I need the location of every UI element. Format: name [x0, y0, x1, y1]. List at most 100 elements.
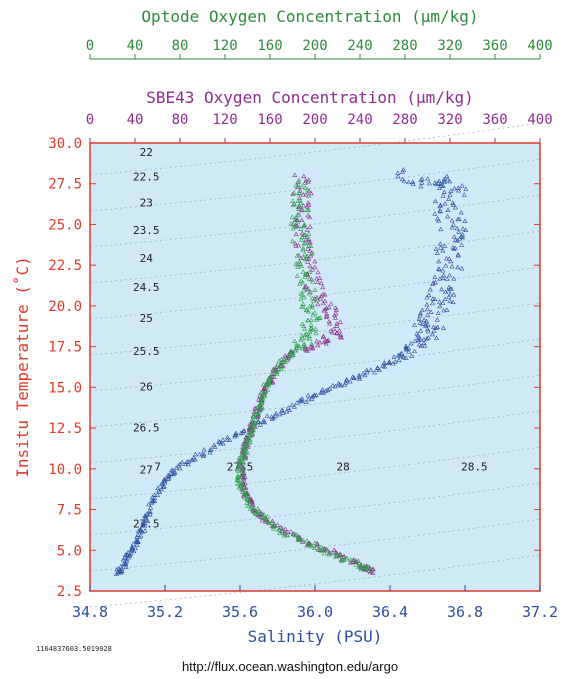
data-point — [293, 243, 299, 248]
data-point — [430, 324, 436, 329]
data-point — [406, 179, 412, 185]
data-point — [310, 298, 316, 303]
data-point — [444, 276, 450, 281]
data-point — [302, 332, 308, 337]
data-point — [305, 392, 311, 398]
data-point — [251, 413, 257, 418]
data-point — [306, 276, 312, 281]
data-point — [293, 182, 299, 188]
data-point — [432, 198, 438, 204]
data-point — [365, 563, 371, 569]
data-point — [243, 443, 249, 449]
data-point — [419, 180, 425, 185]
data-point — [306, 243, 312, 248]
data-point — [306, 542, 312, 547]
data-point — [143, 517, 149, 523]
data-point — [292, 216, 298, 222]
data-point — [442, 243, 448, 248]
data-point — [261, 386, 267, 391]
data-point — [173, 465, 179, 470]
data-point — [290, 191, 296, 196]
density-label: 24 — [140, 252, 154, 265]
data-point — [435, 324, 441, 330]
data-point — [309, 302, 315, 308]
data-point — [364, 564, 370, 570]
data-point — [241, 475, 247, 480]
data-point — [299, 335, 305, 341]
data-point — [399, 350, 405, 356]
data-point — [454, 225, 460, 231]
data-point — [338, 557, 344, 563]
data-point — [140, 521, 146, 527]
data-point — [299, 234, 305, 239]
data-point — [255, 410, 261, 416]
data-point — [314, 297, 320, 302]
data-point — [437, 241, 443, 246]
data-point — [438, 245, 444, 250]
tick-label: 400 — [527, 38, 552, 54]
data-point — [300, 292, 306, 297]
data-point — [184, 459, 190, 464]
tick-label: 240 — [347, 112, 372, 128]
y-tick-label: 27.5 — [48, 177, 82, 193]
data-point — [247, 439, 253, 445]
data-point — [312, 540, 318, 545]
data-point — [133, 537, 139, 543]
data-point — [119, 566, 125, 571]
data-point — [332, 315, 338, 320]
data-point — [318, 544, 324, 549]
tick-label: 0 — [86, 38, 94, 54]
data-point — [161, 483, 167, 489]
data-point — [261, 515, 267, 521]
data-point — [286, 353, 292, 359]
data-point — [332, 305, 339, 310]
isopycnal-line — [89, 518, 541, 572]
data-point — [301, 241, 307, 246]
data-point — [403, 343, 409, 349]
data-point — [307, 303, 313, 309]
data-point — [294, 343, 300, 349]
data-point — [165, 476, 171, 481]
data-point — [436, 299, 443, 304]
data-point — [306, 231, 312, 236]
data-point — [310, 345, 316, 351]
data-point — [312, 258, 318, 264]
data-point — [235, 463, 241, 469]
data-point — [273, 411, 279, 416]
data-point — [295, 261, 301, 267]
data-point — [317, 275, 323, 280]
data-point — [315, 269, 321, 275]
data-point — [247, 437, 253, 442]
data-point — [279, 529, 286, 534]
x-tick-label: 36.4 — [372, 603, 408, 621]
data-point — [201, 446, 207, 452]
data-point — [415, 332, 421, 338]
data-point — [460, 234, 466, 240]
data-point — [306, 236, 312, 241]
density-label: 25.5 — [133, 345, 160, 358]
data-point — [142, 528, 148, 533]
isopycnal-line — [89, 194, 541, 248]
data-point — [312, 393, 318, 398]
data-point — [298, 398, 304, 404]
data-point — [249, 429, 255, 435]
data-point — [328, 301, 334, 306]
data-point — [247, 506, 253, 511]
data-point — [165, 472, 171, 477]
data-point — [296, 258, 302, 264]
data-point — [298, 296, 304, 302]
data-point — [364, 369, 370, 375]
data-point — [419, 176, 425, 181]
isopycnal-line — [89, 266, 541, 320]
data-point — [236, 481, 242, 487]
data-point — [308, 317, 314, 322]
data-point — [460, 226, 466, 231]
data-point — [296, 203, 302, 208]
data-point — [412, 322, 418, 327]
data-point — [296, 537, 302, 542]
data-point — [294, 273, 300, 278]
data-point — [305, 200, 311, 205]
data-point — [244, 500, 250, 506]
data-point — [368, 367, 374, 372]
data-point — [312, 310, 318, 315]
